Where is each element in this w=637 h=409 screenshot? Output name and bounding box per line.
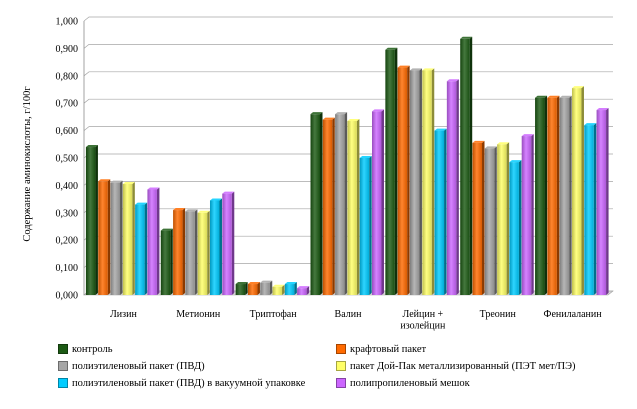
y-tick-label: 0,600 [56,126,79,137]
bar [297,286,310,295]
bar [272,284,285,295]
bar [185,209,198,295]
y-tick-label: 0,800 [56,71,79,82]
x-axis-categories: Лизин Метионин Триптофан Валин Лейцин + изоле… [110,309,602,332]
bar [85,145,98,295]
legend-item: полиэтиленовый пакет (ПВД) [58,358,205,374]
bar [335,112,348,295]
bar [284,282,297,295]
bar [98,179,111,295]
y-tick-label: 0,100 [56,263,79,274]
legend-swatch [58,344,68,354]
x-category-label: Треонин [480,309,517,320]
y-tick-label: 1,000 [56,17,79,28]
bar [596,108,609,295]
bar [372,109,384,295]
bar [521,134,534,295]
bar [235,282,248,295]
bar [497,142,510,295]
legend-item: полипропиленовый мешок [336,375,470,391]
bar [173,208,186,295]
y-axis-label: Содержание аминокислоты, г/100г [22,86,33,242]
bar [209,198,222,295]
bar [547,95,560,295]
gridline [83,16,613,22]
bar [422,68,435,295]
bar [571,86,584,295]
bar [385,47,398,295]
legend-item: пакет Дой-Пак металлизированный (ПЭТ мет… [336,358,576,374]
bar [359,156,372,295]
bar [122,182,135,295]
legend-swatch [336,344,346,354]
x-category-label: Валин [335,309,363,320]
y-tick-label: 0,500 [56,154,79,165]
bar [460,36,473,296]
legend-swatch [336,378,346,388]
bar [409,68,422,295]
legend: контроль крафтовый пакет полиэтиленовый па… [58,341,633,403]
legend-swatch [336,361,346,371]
x-category-label: Триптофан [250,309,298,320]
bar [509,160,522,295]
bar [247,282,260,295]
bar [434,128,447,295]
bar [160,228,173,295]
bar [584,123,597,296]
bar [322,117,335,295]
legend-label: контроль [72,343,113,355]
y-tick-label: 0,000 [56,291,79,302]
bar [397,65,410,295]
bar [559,95,572,295]
gridline [83,44,613,49]
bar [535,95,548,295]
legend-item: полиэтиленовый пакет (ПВД) в вакуумной у… [58,375,305,391]
legend-label: полиэтиленовый пакет (ПВД) в вакуумной у… [72,377,306,389]
legend-label: полиэтиленовый пакет (ПВД) [72,360,205,372]
bar [222,191,235,295]
legend-label: пакет Дой-Пак металлизированный (ПЭТ мет… [350,360,576,372]
legend-swatch [58,361,68,371]
bars [85,36,609,296]
legend-item: контроль [58,341,113,357]
bar [472,140,485,295]
bar [135,202,148,295]
x-category-label: Лизин [110,309,137,320]
gridline [83,126,613,131]
gridline [83,98,613,104]
y-axis-ticks: 0,000 0,100 0,200 0,300 0,400 0,500 0,600 0,700… [56,17,79,302]
x-category-label: Лейцин + изолейцин [400,309,446,332]
x-category-label: Фенилаланин [544,309,603,320]
bar [310,112,323,295]
x-category-label: Метионин [176,309,221,320]
legend-label: полипропиленовый мешок [350,377,470,389]
bar [197,210,210,295]
bar [484,146,497,295]
legend-swatch [58,378,68,388]
bar [347,119,360,295]
y-tick-label: 0,300 [56,208,79,219]
bar [446,79,459,295]
legend-item: крафтовый пакет [336,341,426,357]
y-tick-label: 0,200 [56,236,79,247]
y-tick-label: 0,700 [56,99,79,110]
bar [147,187,160,295]
y-tick-label: 0,900 [56,44,79,55]
bar [110,180,123,295]
gridline [83,71,613,77]
y-tick-label: 0,400 [56,181,79,192]
bar [260,280,273,295]
legend-label: крафтовый пакет [350,343,427,355]
